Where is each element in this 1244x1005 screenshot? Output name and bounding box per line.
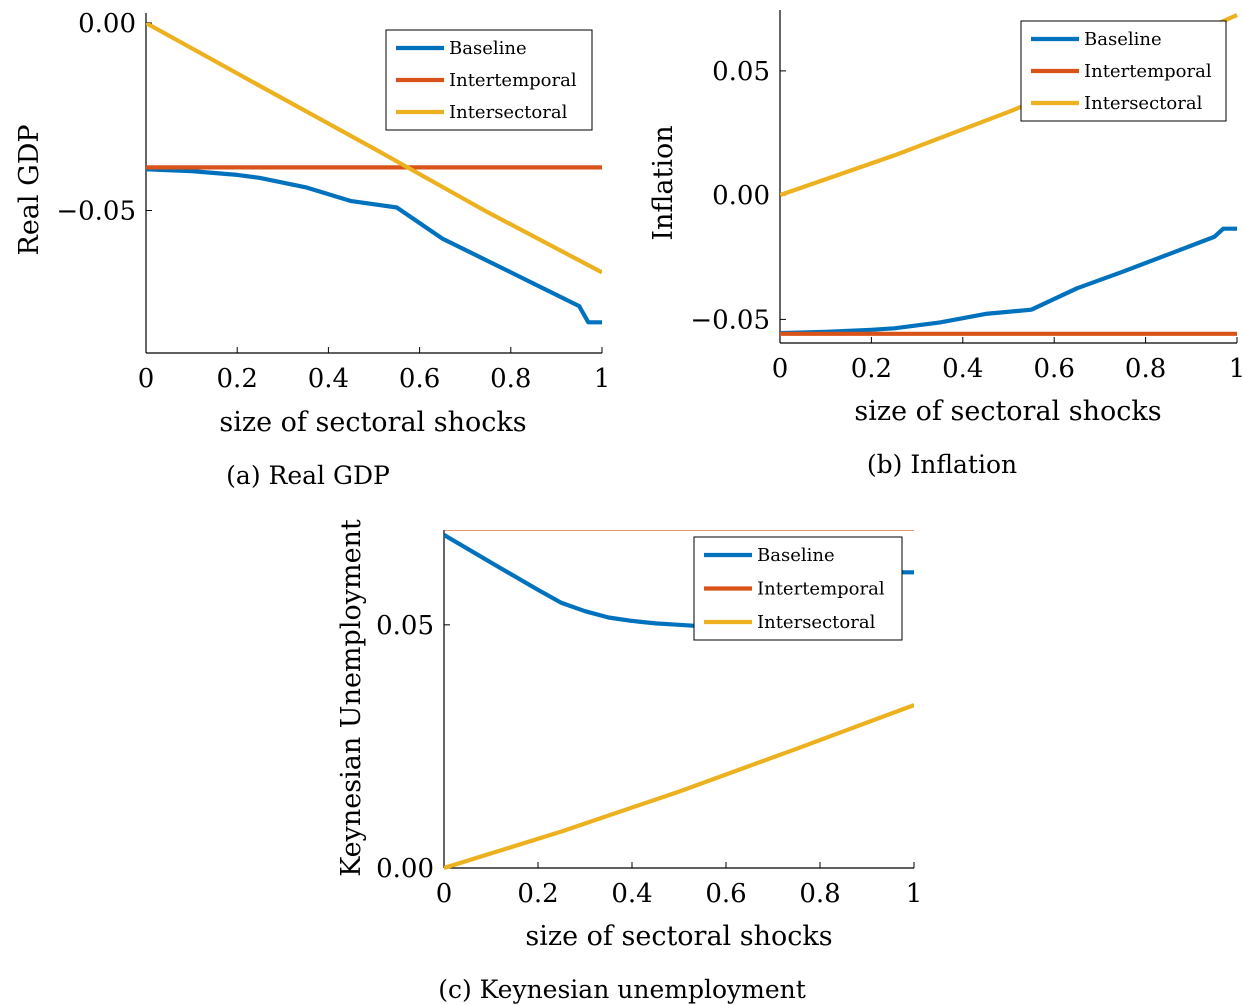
panel-caption: (b) Inflation bbox=[867, 450, 1017, 479]
x-tick-label: 0.4 bbox=[308, 364, 349, 394]
x-axis-label: size of sectoral shocks bbox=[854, 396, 1161, 427]
x-tick-label: 0.2 bbox=[217, 364, 258, 394]
legend-label-intertemporal: Intertemporal bbox=[757, 579, 885, 600]
legend-label-intersectoral: Intersectoral bbox=[757, 612, 876, 633]
x-tick-label: 0.6 bbox=[399, 364, 440, 394]
x-tick-label: 0.6 bbox=[1034, 354, 1075, 384]
y-tick-label: −0.05 bbox=[56, 197, 136, 227]
x-axis-label: size of sectoral shocks bbox=[219, 407, 526, 438]
x-tick-label: 1 bbox=[906, 879, 923, 909]
legend-label-intersectoral: Intersectoral bbox=[449, 102, 568, 123]
panel-keynesian-unemployment: 0 0.2 0.4 0.6 0.8 1 0.00 0.05 size of sectoral s… bbox=[336, 519, 922, 1004]
legend-label-baseline: Baseline bbox=[1084, 29, 1162, 50]
x-tick-label: 0.4 bbox=[942, 354, 983, 384]
x-tick-label: 0 bbox=[138, 364, 155, 394]
series-line-baseline bbox=[780, 229, 1237, 333]
x-tick-label: 0.8 bbox=[799, 879, 840, 909]
panel-caption: (c) Keynesian unemployment bbox=[438, 975, 806, 1004]
y-tick-label: 0.00 bbox=[376, 854, 434, 884]
legend-label-baseline: Baseline bbox=[449, 38, 527, 59]
x-tick-label: 0 bbox=[772, 354, 789, 384]
x-tick-label: 0.6 bbox=[705, 879, 746, 909]
legend: Baseline Intertemporal Intersectoral bbox=[694, 537, 902, 640]
legend: Baseline Intertemporal Intersectoral bbox=[386, 30, 592, 130]
series-line-baseline bbox=[146, 169, 602, 322]
legend: Baseline Intertemporal Intersectoral bbox=[1021, 21, 1226, 121]
x-tick-label: 0.4 bbox=[611, 879, 652, 909]
panel-real-gdp: 0 0.2 0.4 0.6 0.8 1 −0.05 0.00 size of sectoral … bbox=[14, 9, 610, 490]
x-axis-label: size of sectoral shocks bbox=[525, 921, 832, 952]
x-tick-label: 0.8 bbox=[490, 364, 531, 394]
x-tick-label: 0.8 bbox=[1125, 354, 1166, 384]
x-tick-label: 1 bbox=[1229, 354, 1244, 384]
y-tick-label: 0.05 bbox=[376, 611, 434, 641]
y-axis-label: Real GDP bbox=[14, 124, 45, 255]
y-tick-label: 0.00 bbox=[78, 9, 136, 39]
x-tick-label: 0.2 bbox=[517, 879, 558, 909]
legend-label-intertemporal: Intertemporal bbox=[1084, 61, 1212, 82]
y-tick-label: 0.05 bbox=[712, 57, 770, 87]
panel-caption: (a) Real GDP bbox=[226, 461, 390, 490]
y-axis-label: Keynesian Unemployment bbox=[336, 519, 367, 877]
legend-label-intersectoral: Intersectoral bbox=[1084, 93, 1203, 114]
y-tick-label: 0.00 bbox=[712, 181, 770, 211]
x-tick-label: 0 bbox=[436, 879, 453, 909]
series-line-intersectoral bbox=[444, 705, 914, 868]
legend-label-baseline: Baseline bbox=[757, 545, 835, 566]
x-tick-label: 0.2 bbox=[851, 354, 892, 384]
panel-inflation: 0 0.2 0.4 0.6 0.8 1 −0.05 0.00 0.05 size of secto… bbox=[648, 10, 1244, 479]
y-axis-label: Inflation bbox=[648, 125, 679, 240]
x-tick-label: 1 bbox=[594, 364, 611, 394]
legend-label-intertemporal: Intertemporal bbox=[449, 70, 577, 91]
y-tick-label: −0.05 bbox=[690, 305, 770, 335]
